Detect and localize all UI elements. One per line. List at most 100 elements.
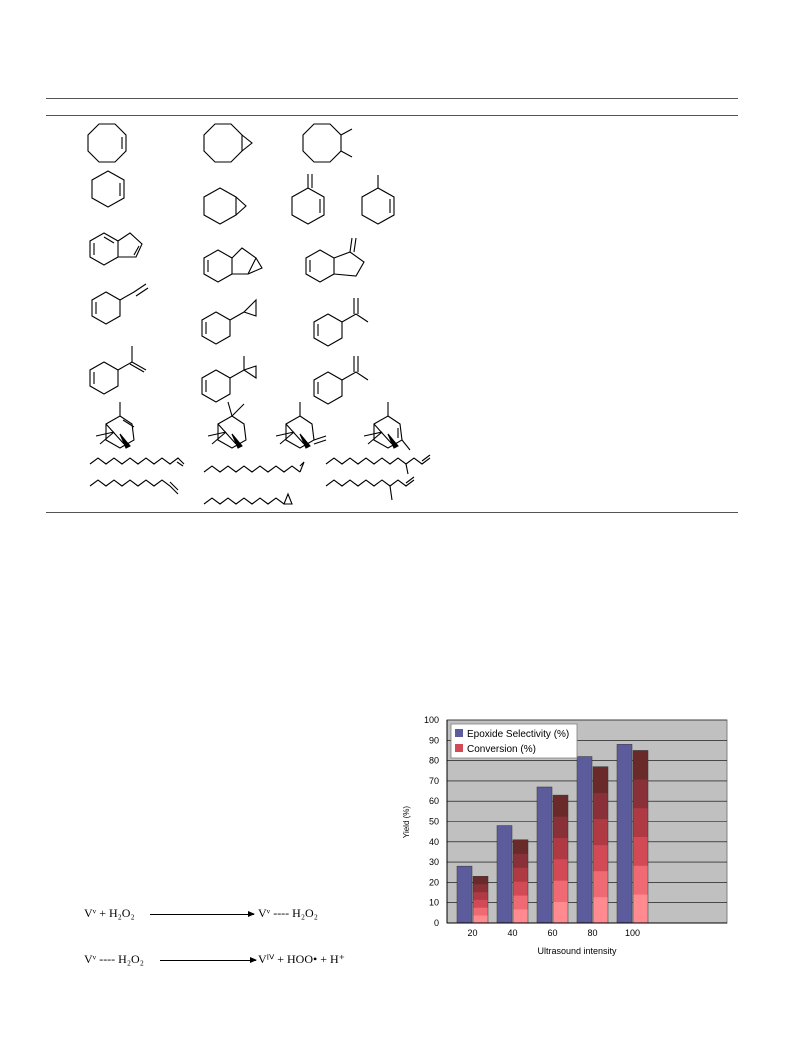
bar-selectivity [576,756,593,924]
bar-conversion-segment [633,894,648,924]
bar-conversion-segment [593,818,608,846]
indene-oxide-structure [203,247,263,283]
y-tick-label: 0 [434,918,439,928]
alpha-methylstyrene-3-structure [313,356,369,405]
bar-conversion-segment [593,792,608,820]
bar-conversion-segment [473,891,488,900]
x-tick-label: 80 [587,928,597,938]
reaction-scheme: Vᵛ + H₂O₂ Vᵛ ---- H₂O₂ Vᵛ ---- H₂O₂ Vᴵⱽ … [70,890,390,990]
y-tick-label: 50 [429,817,439,827]
alpha-pinene-structure [95,402,135,449]
legend-label-selectivity: Epoxide Selectivity (%) [467,729,569,740]
pinene-product-1-structure [275,402,327,449]
styrene-oxide-structure [201,298,257,345]
alpha-pinene-oxide-structure [207,401,247,449]
table-top-rule [46,98,738,99]
indene-structure [89,232,143,266]
bar-conversion-segment [513,909,528,924]
bar-conversion-segment [553,880,568,902]
cyclooctane-diol-structure [302,123,353,163]
eq2-left: Vᵛ ---- H₂O₂ [84,952,144,966]
bar-conversion-segment [473,876,488,885]
bar-conversion-segment [473,899,488,908]
eq2-arrow [160,957,257,963]
bar-conversion-segment [593,870,608,898]
cyclohexene-structure [91,170,125,208]
bar-conversion-segment [633,836,648,866]
legend-swatch-conversion [455,744,463,752]
bar-conversion-segment [473,907,488,916]
octene-structure [89,479,179,495]
table-bottom-rule [46,512,738,513]
y-tick-label: 60 [429,796,439,806]
bar-selectivity [496,825,513,924]
bar-conversion-segment [513,853,528,868]
x-axis-label: Ultrasound intensity [537,946,617,956]
bar-selectivity [536,786,553,924]
cyclohexene-oxide-structure [203,187,247,225]
y-tick-label: 80 [429,756,439,766]
branched-dodecene-structure [325,454,431,475]
y-axis-label: Yield (%) [402,806,411,838]
bar-conversion-segment [553,837,568,860]
x-tick-label: 20 [467,928,477,938]
eq1-arrow [150,911,255,917]
bar-conversion-segment [513,839,528,854]
dodecene-oxide-structure [203,461,305,473]
bar-conversion-segment [473,915,488,924]
bar-conversion-segment [633,779,648,809]
x-tick-label: 100 [625,928,640,938]
methylcyclohexene-structure [361,175,395,225]
bar-conversion-segment [633,807,648,838]
bar-selectivity [456,865,473,924]
eq1-left: Vᵛ + H₂O₂ [84,906,135,920]
bar-conversion-segment [513,881,528,896]
bar-conversion-segment [593,766,608,794]
branched-octene-structure [325,476,415,501]
alpha-methylstyrene-oxide-structure [201,356,257,403]
legend-box [450,723,578,759]
y-tick-label: 20 [429,877,439,887]
y-tick-label: 100 [424,715,439,725]
table-header-rule [46,115,738,116]
bar-selectivity [616,744,633,924]
reaction-table-structures [87,123,431,505]
bar-conversion-segment [553,859,568,881]
y-tick-label: 40 [429,837,439,847]
alpha-methylstyrene-2-structure [89,346,147,395]
y-tick-label: 10 [429,898,439,908]
bar-conversion-segment [473,884,488,893]
eq1-right: Vᵛ ---- H₂O₂ [258,906,318,920]
y-tick-label: 30 [429,857,439,867]
eq2-right: Vᴵⱽ + HOO• + H⁺ [258,952,345,966]
y-tick-label: 90 [429,735,439,745]
yield-bar-chart: 0 10 20 30 40 50 60 70 80 90 100 20 40 60 80 100 Yield… [402,715,728,956]
methylenecyclohexene-structure [291,174,325,225]
x-tick-label: 40 [507,928,517,938]
legend: Epoxide Selectivity (%) Conversion (%) [450,723,578,759]
styrene-structure [91,283,149,325]
methyleneindene-structure [305,237,365,283]
bar-conversion-segment [633,865,648,895]
octene-oxide-structure [203,492,293,505]
legend-label-conversion: Conversion (%) [467,744,536,755]
bar-conversion-segment [513,895,528,910]
bar-conversion-segment [513,867,528,882]
bar-conversion-segment [633,750,648,780]
bar-conversion-segment [593,844,608,872]
y-tick-labels: 0 10 20 30 40 50 60 70 80 90 100 [424,715,439,928]
x-tick-labels: 20 40 60 80 100 [467,928,640,938]
bar-conversion-segment [553,795,568,817]
alpha-methylstyrene-structure [313,298,369,347]
bar-conversion-segment [553,901,568,924]
bar-conversion-segment [593,896,608,924]
pinene-product-2-structure [363,402,411,451]
dodecene-structure [89,457,185,467]
cyclooctene-oxide-structure [203,123,253,163]
cyclooctene-structure [87,123,127,163]
legend-swatch-selectivity [455,729,463,737]
y-tick-label: 70 [429,776,439,786]
bars [456,744,649,924]
bar-conversion-segment [553,816,568,839]
x-tick-label: 60 [547,928,557,938]
